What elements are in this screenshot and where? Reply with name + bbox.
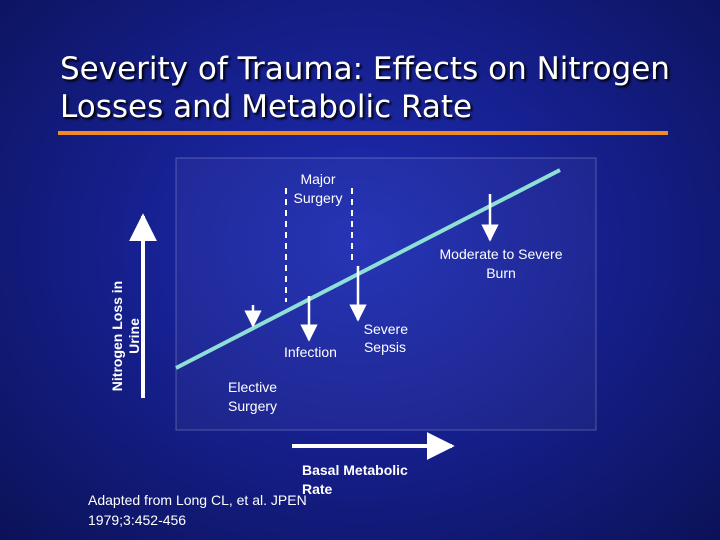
major-surgery-label-line-2: Surgery xyxy=(293,190,342,206)
slide-title: Severity of Trauma: Effects on Nitrogen … xyxy=(60,50,700,126)
major-surgery-label-line-1: Major xyxy=(300,171,335,187)
sepsis-label-line-2: Sepsis xyxy=(364,339,406,355)
y-axis-label-line-2: Urine xyxy=(126,318,142,354)
title-line-1: Severity of Trauma: Effects on Nitrogen xyxy=(60,51,670,87)
citation: Adapted from Long CL, et al. JPEN 1979;3… xyxy=(88,492,307,528)
burn-label-line-2: Burn xyxy=(486,265,516,281)
title-underline xyxy=(58,131,668,135)
plot-frame xyxy=(175,157,597,431)
x-axis-label-line-1: Basal Metabolic xyxy=(302,462,408,478)
y-axis-label-line-1: Nitrogen Loss in xyxy=(109,281,125,391)
elective-surgery-label-line-1: Elective xyxy=(228,379,277,395)
y-axis-label: Nitrogen Loss in Urine xyxy=(109,281,142,391)
sepsis-label-line-1: Severe xyxy=(364,321,409,337)
x-axis-label-line-2: Rate xyxy=(302,481,333,497)
burn-label-line-1: Moderate to Severe xyxy=(440,246,563,262)
infection-label: Infection xyxy=(284,344,337,360)
elective-surgery-label-line-2: Surgery xyxy=(228,398,277,414)
title-line-2: Losses and Metabolic Rate xyxy=(60,89,473,125)
trend-line xyxy=(175,168,561,370)
